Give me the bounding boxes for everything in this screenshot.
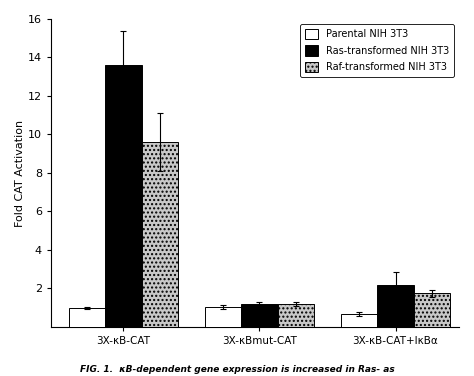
Bar [377, 285, 414, 327]
Bar [241, 304, 278, 327]
Bar [414, 293, 450, 327]
Bar [205, 307, 241, 327]
Bar [69, 308, 105, 327]
Legend: Parental NIH 3T3, Ras-transformed NIH 3T3, Raf-transformed NIH 3T3: Parental NIH 3T3, Ras-transformed NIH 3T… [300, 24, 454, 77]
Text: FIG. 1.  κB-dependent gene expression is increased in Ras- as: FIG. 1. κB-dependent gene expression is … [80, 365, 394, 374]
Bar [341, 314, 377, 327]
Y-axis label: Fold CAT Activation: Fold CAT Activation [15, 120, 25, 226]
Bar [105, 65, 142, 327]
Bar [142, 142, 178, 327]
Bar [278, 304, 314, 327]
